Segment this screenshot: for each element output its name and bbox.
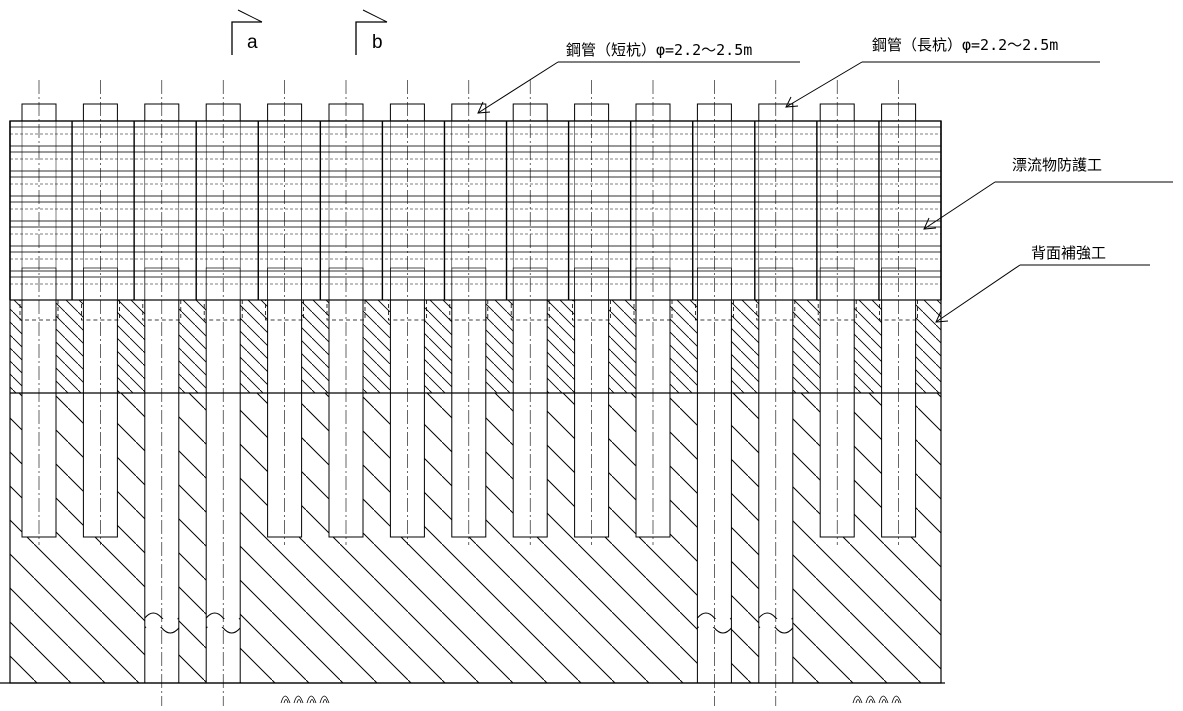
debris-protection-label: 漂流物防護工 — [1012, 156, 1102, 174]
short-pile-label: 鋼管（短杭）φ=2.2〜2.5m — [566, 41, 752, 59]
section-marker-a: a — [231, 9, 263, 55]
short-pile — [572, 103, 611, 538]
leader-short-pile: 鋼管（短杭）φ=2.2〜2.5m — [477, 41, 800, 114]
leader-long-pile: 鋼管（長杭）φ=2.2〜2.5m — [785, 36, 1100, 108]
short-pile — [265, 103, 305, 538]
short-pile — [81, 103, 120, 538]
section-marker-b-label: b — [372, 32, 383, 53]
section-marker-a-label: a — [247, 32, 258, 53]
section-marker-b: b — [355, 9, 388, 55]
long-pile-label: 鋼管（長杭）φ=2.2〜2.5m — [872, 36, 1058, 54]
wall-outline — [0, 120, 945, 704]
leader-debris-protection: 漂流物防護工 — [923, 156, 1173, 230]
short-pile — [879, 103, 918, 538]
debris-protection-grid — [9, 120, 942, 301]
short-pile — [633, 103, 673, 538]
short-pile — [510, 103, 550, 538]
leader-back-reinforcement: 背面補強工 — [935, 244, 1150, 323]
back-reinforcement-label: 背面補強工 — [1031, 244, 1106, 262]
